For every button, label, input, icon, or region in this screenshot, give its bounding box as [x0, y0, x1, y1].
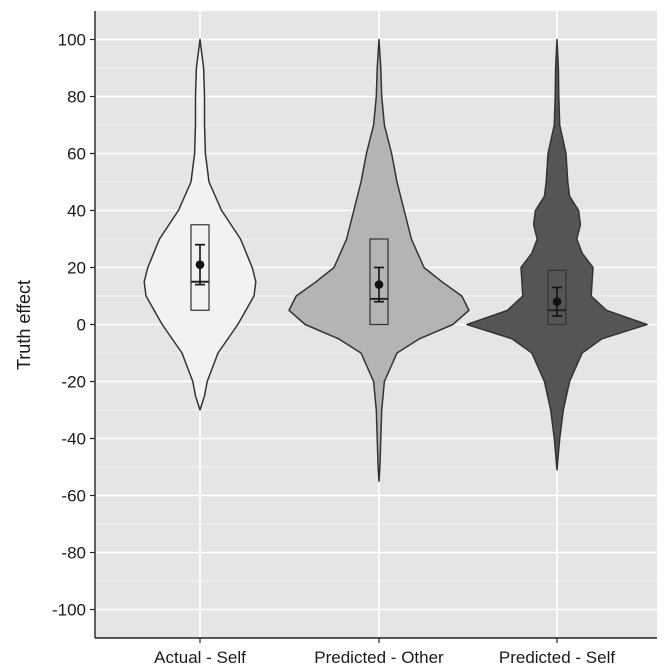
y-tick-label: 100 — [58, 31, 86, 50]
y-tick-label: 60 — [67, 145, 86, 164]
y-tick-label: 0 — [77, 316, 86, 335]
y-tick-label: 40 — [67, 202, 86, 221]
x-tick-label: Predicted - Other — [314, 648, 444, 667]
box-iqr — [547, 269, 567, 326]
y-tick-label: -60 — [61, 487, 86, 506]
mean-point — [195, 260, 205, 269]
box-iqr — [369, 238, 389, 326]
y-tick-label: 80 — [67, 88, 86, 107]
violin-shape — [466, 38, 648, 471]
y-tick-label: -80 — [61, 544, 86, 563]
x-tick-label: Actual - Self — [154, 648, 246, 667]
y-tick-label: -20 — [61, 373, 86, 392]
y-tick-label: -40 — [61, 430, 86, 449]
violin-shape — [288, 38, 470, 483]
y-axis-title: Truth effect — [14, 280, 34, 370]
violins — [143, 38, 648, 483]
x-tick-label: Predicted - Self — [499, 648, 615, 667]
mean-point — [374, 280, 384, 289]
y-tick-label: -100 — [52, 601, 86, 620]
box-iqr — [190, 224, 210, 311]
y-axis-ticks: 100 80 60 40 20 0 -20 -40 -60 -80 -100 — [52, 31, 95, 620]
mean-point — [552, 297, 562, 307]
x-axis-ticks: Actual - Self Predicted - Other Predicted … — [154, 638, 615, 667]
y-tick-label: 20 — [67, 259, 86, 278]
